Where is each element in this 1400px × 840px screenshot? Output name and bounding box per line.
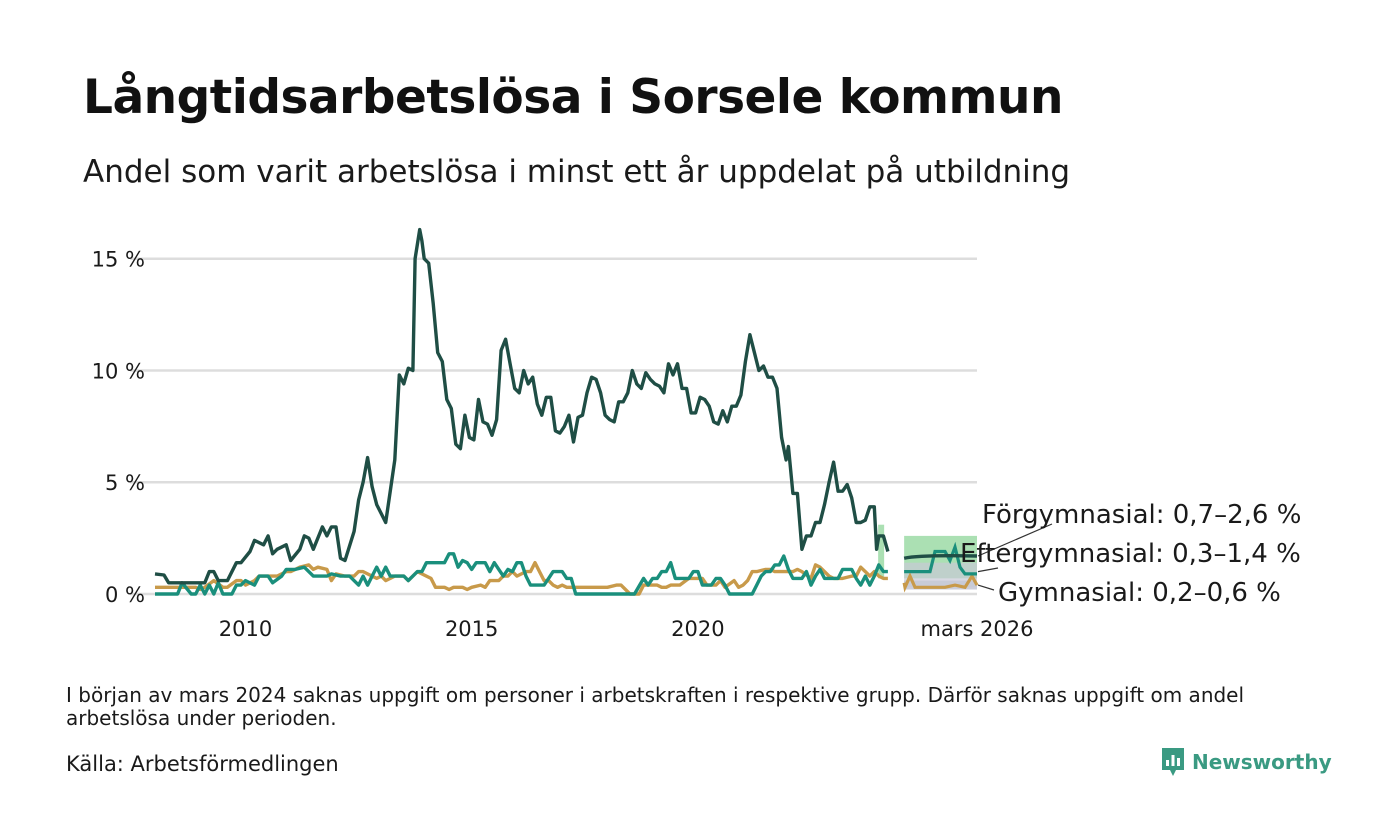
newsworthy-logo-icon <box>1162 748 1184 776</box>
series-label-gymnasial: Gymnasial: 0,2–0,6 % <box>998 578 1281 608</box>
series-label-forgymnasial: Förgymnasial: 0,7–2,6 % <box>982 500 1301 530</box>
x-tick-label: 2020 <box>671 617 724 641</box>
series-label-eftergymnasial: Eftergymnasial: 0,3–1,4 % <box>960 539 1301 569</box>
series-layer <box>154 227 890 596</box>
line-chart: 0 % 5 % 10 % 15 % 2010 2015 2020 mars 2026 För… <box>92 227 1301 641</box>
series-labels: Förgymnasial: 0,7–2,6 % Eftergymnasial: 0… <box>960 500 1301 608</box>
page-title: Långtidsarbetslösa i Sorsele kommun <box>83 70 1063 125</box>
source-text: Källa: Arbetsförmedlingen <box>66 752 339 776</box>
x-tick-label: mars 2026 <box>920 617 1033 641</box>
brand-name: Newsworthy <box>1192 750 1332 774</box>
x-axis-ticks: 2010 2015 2020 mars 2026 <box>219 617 1034 641</box>
series-line-eftergymnasial <box>155 552 888 596</box>
forecast-line-gymnasial <box>902 572 979 593</box>
y-axis-ticks: 0 % 5 % 10 % 15 % <box>92 248 145 607</box>
forecast-layer <box>902 541 979 593</box>
leader-line-eftergymnasial <box>977 567 999 573</box>
x-tick-label: 2015 <box>445 617 498 641</box>
leader-line-gymnasial <box>977 584 995 591</box>
newsworthy-logo[interactable]: Newsworthy <box>1160 746 1332 778</box>
forecast-line-forgymnasial <box>903 554 978 560</box>
y-tick-label: 0 % <box>105 583 145 607</box>
y-tick-label: 15 % <box>92 248 145 272</box>
page-subtitle: Andel som varit arbetslösa i minst ett å… <box>83 154 1071 190</box>
forecast-line-eftergymnasial <box>904 541 977 576</box>
footnote: I början av mars 2024 saknas uppgift om … <box>66 683 1245 730</box>
x-tick-label: 2010 <box>219 617 272 641</box>
band-gymnasial <box>904 580 977 590</box>
series-line-forgymnasial <box>154 227 890 585</box>
leader-line-forgymnasial <box>977 523 1053 557</box>
y-tick-label: 10 % <box>92 359 145 383</box>
band-forgymnasial-start <box>878 524 885 579</box>
y-tick-label: 5 % <box>105 471 145 495</box>
